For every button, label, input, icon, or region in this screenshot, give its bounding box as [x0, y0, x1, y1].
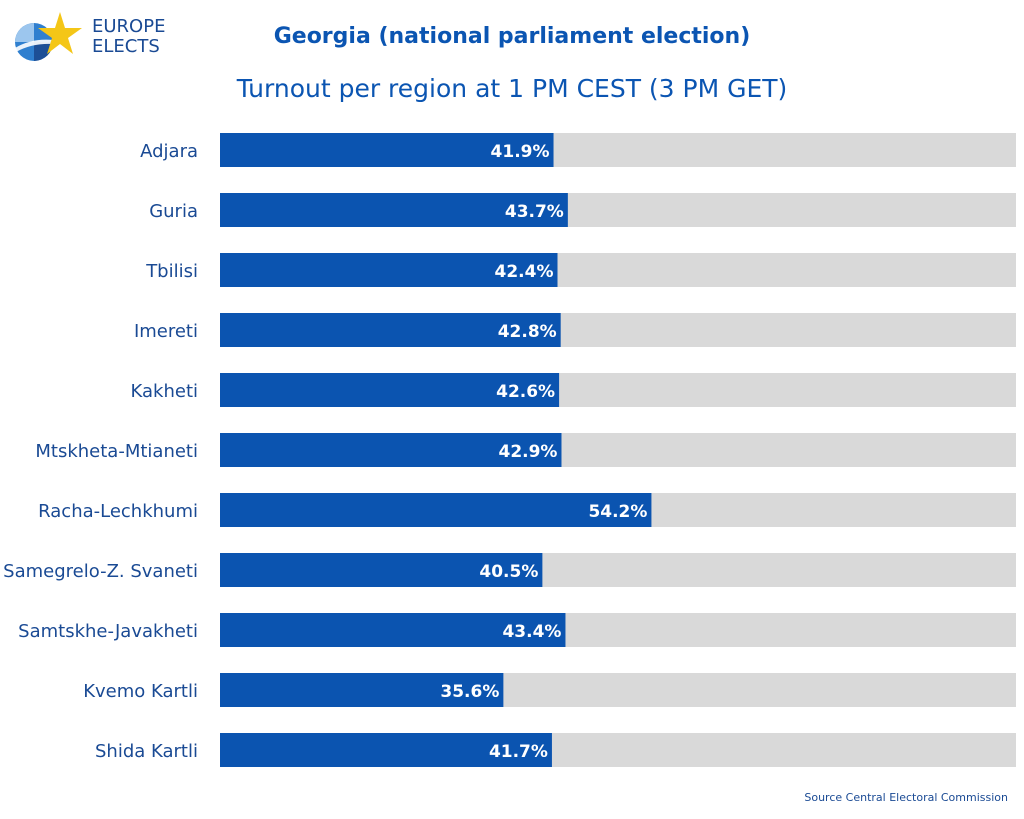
data-label: 42.4%	[495, 262, 554, 282]
data-label: 41.9%	[491, 142, 550, 162]
category-label: Samtskhe-Javakheti	[18, 621, 198, 642]
logo-text-elects: ELECTS	[92, 36, 160, 57]
europe-elects-logo: EUROPE ELECTS	[12, 10, 166, 66]
data-label: 42.6%	[496, 382, 555, 402]
category-label: Racha-Lechkhumi	[38, 501, 198, 522]
chart-subtitle: Turnout per region at 1 PM CEST (3 PM GE…	[236, 74, 788, 103]
data-label: 54.2%	[588, 502, 647, 522]
bar	[220, 373, 560, 407]
bar	[220, 553, 543, 587]
bar	[220, 613, 566, 647]
data-label: 43.4%	[502, 622, 561, 642]
bar	[220, 733, 552, 767]
category-label: Mtskheta-Mtianeti	[35, 441, 198, 462]
bar	[220, 493, 652, 527]
bar	[220, 193, 568, 227]
data-label: 35.6%	[440, 682, 499, 702]
data-label: 41.7%	[489, 742, 548, 762]
bar	[220, 253, 558, 287]
bar	[220, 433, 562, 467]
source-note: Source Central Electoral Commission	[804, 791, 1008, 804]
logo-text-europe: EUROPE	[92, 16, 166, 37]
category-label: Samegrelo-Z. Svaneti	[3, 561, 198, 582]
category-label: Imereti	[134, 321, 198, 342]
category-label: Guria	[149, 201, 198, 222]
europe-elects-star-logo-icon	[15, 12, 82, 61]
bar	[220, 673, 504, 707]
bar	[220, 313, 561, 347]
data-label: 43.7%	[505, 202, 564, 222]
category-label: Tbilisi	[145, 261, 198, 282]
chart-title: Georgia (national parliament election)	[273, 24, 751, 49]
data-label: 42.8%	[498, 322, 557, 342]
bar	[220, 133, 554, 167]
data-label: 42.9%	[498, 442, 557, 462]
category-label: Shida Kartli	[95, 741, 198, 762]
data-label: 40.5%	[479, 562, 538, 582]
category-label: Kakheti	[131, 381, 198, 402]
category-label: Kvemo Kartli	[83, 681, 198, 702]
category-label: Adjara	[140, 141, 198, 162]
